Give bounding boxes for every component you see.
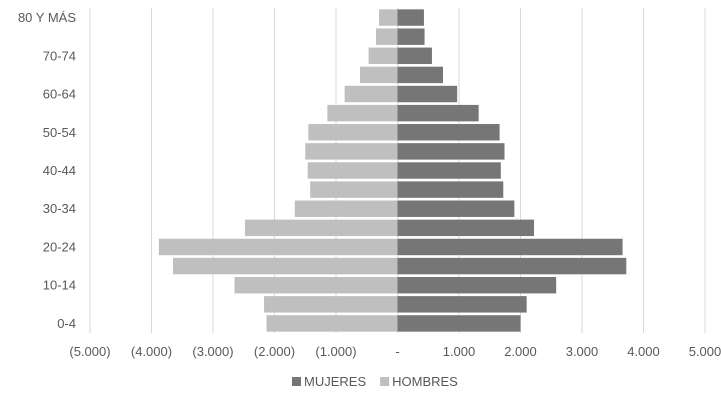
x-tick-label: (1.000) <box>315 344 356 359</box>
legend-swatch-hombres <box>380 377 390 386</box>
x-tick-label: (2.000) <box>254 344 295 359</box>
y-axis-tick-labels: 0-4 10-14 20-24 30-34 40-44 50-54 60-64 70-74 80… <box>18 10 76 331</box>
y-tick-label: 30-34 <box>43 201 76 216</box>
x-tick-label: (4.000) <box>131 344 172 359</box>
bar-mujeres-55-59 <box>397 104 479 122</box>
x-tick-label: (5.000) <box>69 344 110 359</box>
y-tick-label: 0-4 <box>57 316 76 331</box>
bar-hombres-50-54 <box>308 124 398 141</box>
y-tick-label: 80 Y MÁS <box>18 10 76 25</box>
x-axis-tick-labels: (5.000) (4.000) (3.000) (2.000) (1.000) - 1.00… <box>69 344 721 359</box>
bar-mujeres-5-9 <box>397 296 527 313</box>
x-tick-label: (3.000) <box>192 344 233 359</box>
bar-mujeres-35-39 <box>397 181 504 198</box>
bar-mujeres-0-4 <box>397 315 521 332</box>
x-tick-label: 2.000 <box>504 344 537 359</box>
bar-mujeres-20-24 <box>397 238 623 256</box>
bar-hombres-25-29 <box>244 219 398 237</box>
bar-hombres-40-44 <box>307 162 398 179</box>
legend: MUJERES HOMBRES <box>292 374 458 389</box>
x-tick-label: 4.000 <box>627 344 660 359</box>
bar-mujeres-50-54 <box>397 124 500 141</box>
bar-hombres-20-24 <box>158 238 398 256</box>
y-tick-label: 40-44 <box>43 163 76 178</box>
bar-mujeres-75-79 <box>397 28 425 45</box>
bar-mujeres-45-49 <box>397 143 505 160</box>
bar-hombres-35-39 <box>310 181 398 198</box>
bars <box>158 9 627 332</box>
bar-hombres-70-74 <box>368 47 398 65</box>
bar-mujeres-10-14 <box>397 276 557 294</box>
bar-mujeres-70-74 <box>397 47 432 65</box>
bar-mujeres-30-34 <box>397 200 515 217</box>
x-tick-label: 3.000 <box>566 344 599 359</box>
bar-hombres-75-79 <box>375 28 398 45</box>
bar-hombres-30-34 <box>294 200 398 217</box>
y-tick-label: 70-74 <box>43 48 76 63</box>
legend-label-mujeres: MUJERES <box>304 374 366 389</box>
bar-hombres-15-19 <box>173 257 398 275</box>
y-tick-label: 20-24 <box>43 239 76 254</box>
bar-hombres-65-69 <box>359 66 398 84</box>
bar-hombres-0-4 <box>266 315 398 332</box>
y-tick-label: 60-64 <box>43 87 76 102</box>
bar-hombres-5-9 <box>264 296 398 313</box>
legend-label-hombres: HOMBRES <box>392 374 458 389</box>
y-tick-label: 50-54 <box>43 125 76 140</box>
bar-hombres-80-y-m-s <box>379 9 398 26</box>
bar-hombres-55-59 <box>327 104 398 122</box>
y-tick-label: 10-14 <box>43 278 76 293</box>
x-tick-label: 1.000 <box>443 344 476 359</box>
bar-mujeres-80-y-m-s <box>397 9 424 26</box>
x-tick-label: 5.000 <box>689 344 721 359</box>
bar-mujeres-40-44 <box>397 162 501 179</box>
bar-hombres-45-49 <box>305 143 398 160</box>
bar-mujeres-25-29 <box>397 219 535 237</box>
x-tick-label: - <box>395 344 399 359</box>
legend-swatch-mujeres <box>292 377 301 386</box>
bar-mujeres-15-19 <box>397 257 627 275</box>
bar-hombres-10-14 <box>234 276 398 294</box>
bar-mujeres-60-64 <box>397 85 458 103</box>
bar-hombres-60-64 <box>344 85 398 103</box>
bar-mujeres-65-69 <box>397 66 444 84</box>
